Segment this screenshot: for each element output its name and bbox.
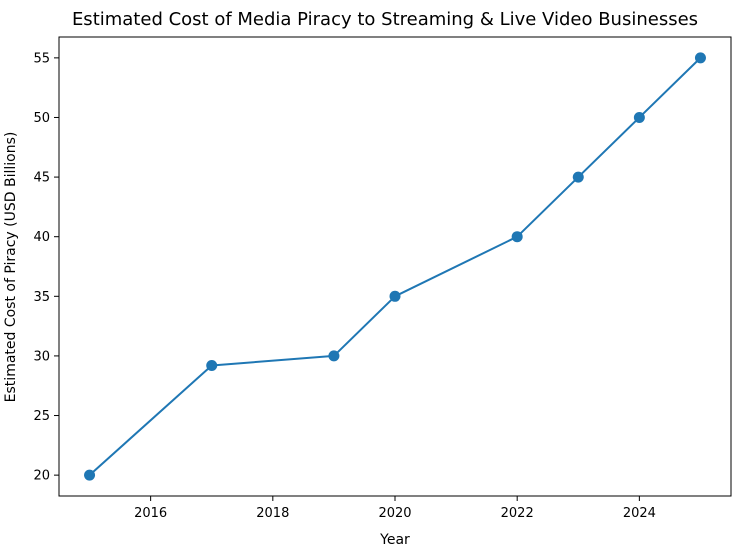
data-point-marker <box>694 52 706 64</box>
x-tick-label: 2018 <box>256 506 289 521</box>
data-point-marker <box>389 290 401 302</box>
series-line <box>88 57 702 476</box>
data-point-marker <box>84 469 96 481</box>
y-tick-label: 30 <box>33 349 50 364</box>
y-tick-label: 25 <box>33 409 50 424</box>
y-tick-label: 55 <box>33 51 50 66</box>
y-tick-label: 45 <box>33 171 50 186</box>
y-axis-label: Estimated Cost of Piracy (USD Billions) <box>3 132 19 403</box>
x-tick-label: 2020 <box>378 506 411 521</box>
data-point-marker <box>511 231 523 243</box>
x-tick-label: 2016 <box>134 506 167 521</box>
x-axis-label: Year <box>379 532 410 548</box>
y-tick-label: 50 <box>33 111 50 126</box>
x-tick-label: 2024 <box>623 506 656 521</box>
x-tick-label: 2022 <box>501 506 534 521</box>
data-point-marker <box>572 171 584 183</box>
y-tick-label: 35 <box>33 290 50 305</box>
y-tick-label: 20 <box>33 469 50 484</box>
y-tick-label: 40 <box>33 230 50 245</box>
data-point-marker <box>633 111 645 123</box>
plot-area-frame <box>58 36 732 497</box>
data-point-marker <box>206 359 218 371</box>
chart-title: Estimated Cost of Media Piracy to Stream… <box>72 9 698 30</box>
data-point-marker <box>328 350 340 362</box>
